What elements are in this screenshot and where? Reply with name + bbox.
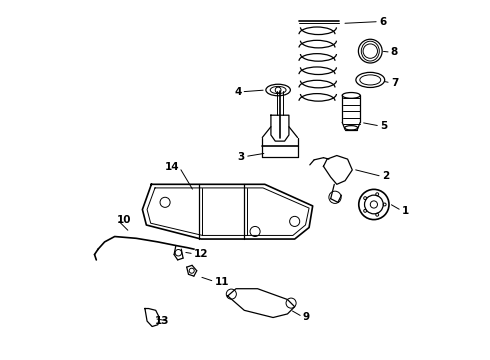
Text: 12: 12 [194, 249, 208, 259]
Text: 1: 1 [402, 206, 409, 216]
Text: 8: 8 [391, 47, 398, 57]
Text: 10: 10 [117, 215, 132, 225]
Text: 7: 7 [391, 78, 398, 88]
Text: 13: 13 [155, 316, 170, 326]
Text: 14: 14 [165, 162, 179, 172]
Text: 9: 9 [303, 312, 310, 322]
Text: 2: 2 [382, 171, 389, 181]
Text: 3: 3 [238, 152, 245, 162]
Text: 11: 11 [215, 276, 229, 287]
Text: 4: 4 [234, 87, 242, 97]
Text: 5: 5 [380, 121, 387, 131]
Text: 6: 6 [379, 17, 386, 27]
